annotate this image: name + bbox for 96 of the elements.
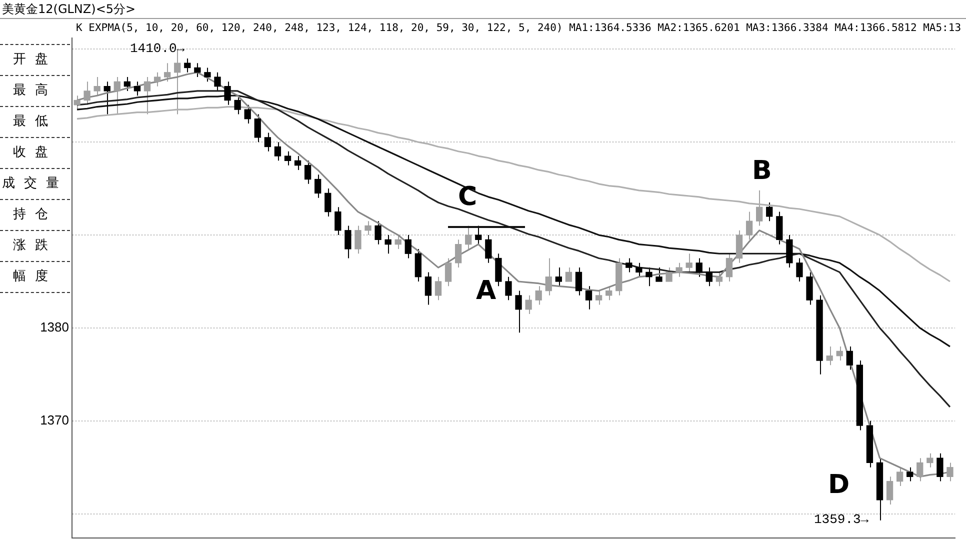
candlestick xyxy=(686,253,692,273)
candlestick xyxy=(946,462,954,482)
candlestick xyxy=(756,190,763,226)
candlestick xyxy=(374,220,382,245)
text: 收盘 xyxy=(0,138,70,169)
candlestick xyxy=(896,466,904,486)
candlestick xyxy=(575,267,582,296)
candlestick xyxy=(836,346,843,361)
candlestick xyxy=(294,156,302,170)
candlestick xyxy=(706,267,712,287)
candlestick xyxy=(404,234,412,259)
candlestick xyxy=(605,286,612,301)
candlestick xyxy=(585,286,592,310)
candlestick xyxy=(304,160,312,184)
candlestick xyxy=(886,476,894,506)
text: 涨跌 xyxy=(0,231,70,262)
annotation: 1359.3→ xyxy=(814,512,869,527)
candlestick xyxy=(274,142,282,162)
candlestick xyxy=(555,267,562,287)
candlestick xyxy=(926,452,934,468)
candlestick xyxy=(454,239,462,268)
candlestick xyxy=(134,81,141,96)
candlestick xyxy=(74,95,80,110)
candlestick xyxy=(846,346,853,370)
candlestick xyxy=(284,150,292,166)
candlestick xyxy=(184,58,191,73)
candlestick xyxy=(525,294,532,315)
candlestick xyxy=(475,225,482,245)
candlestick xyxy=(666,267,672,282)
candlestick xyxy=(394,234,402,250)
candlestick xyxy=(114,76,120,115)
text: 成交量 xyxy=(0,169,70,200)
candlestick xyxy=(414,248,422,282)
candlestick xyxy=(726,253,733,282)
candlestick xyxy=(434,276,442,301)
candlestick xyxy=(656,267,662,282)
candlestick xyxy=(676,262,682,278)
candlestick xyxy=(104,81,110,115)
candlestick xyxy=(194,62,201,78)
annotation: C xyxy=(458,182,478,212)
candlestick xyxy=(334,206,342,236)
text: K EXPMA(5, 10, 20, 60, 120, 240, 248, 123, 124, 118, 20, 59, 30, 122, 5, 240) MA1:1364.5336 MA2:1365.6201 MA3:1366.3384 MA4:1366.5812 MA5:13 xyxy=(76,22,962,34)
candlestick xyxy=(776,211,783,245)
candlestick xyxy=(826,346,833,366)
candlestick xyxy=(595,290,602,306)
candlestick xyxy=(806,272,813,306)
candlestick xyxy=(535,286,542,306)
candlestick xyxy=(796,258,803,282)
candlestick xyxy=(324,188,332,217)
text: 最高 xyxy=(0,76,70,107)
candlestick xyxy=(354,225,362,254)
annotation: A xyxy=(476,276,496,306)
candlestick xyxy=(485,234,492,264)
y-tick-label: 1370 xyxy=(40,412,69,428)
text: 持仓 xyxy=(0,200,70,231)
text: 幅度 xyxy=(0,262,70,293)
candlestick xyxy=(214,72,221,92)
annotation: B xyxy=(752,156,772,186)
candlestick xyxy=(204,67,211,82)
candlestick xyxy=(646,267,652,287)
candlestick xyxy=(264,132,271,152)
candlestick xyxy=(565,267,572,282)
candlestick xyxy=(254,114,261,143)
candlestick xyxy=(84,81,90,106)
candlestick xyxy=(224,81,231,106)
candlestick xyxy=(344,225,352,259)
candlestick xyxy=(786,234,793,268)
text: 开盘 xyxy=(0,45,70,76)
candlestick xyxy=(424,272,432,306)
candlestick xyxy=(495,253,502,287)
candlestick xyxy=(314,174,322,198)
candlestick xyxy=(234,95,241,115)
y-tick-label: 1380 xyxy=(40,320,69,335)
annotation: D xyxy=(828,470,850,500)
candlestick xyxy=(636,262,642,278)
candlestick xyxy=(164,62,171,82)
candlestick xyxy=(505,276,512,301)
candlestick xyxy=(766,202,773,222)
candlestick xyxy=(515,290,522,334)
candlestick xyxy=(244,104,251,124)
candlestick xyxy=(716,272,723,287)
candlestick xyxy=(916,458,924,482)
candlestick xyxy=(936,452,944,482)
candlestick xyxy=(545,258,552,296)
candlestick xyxy=(444,258,452,287)
candlestick xyxy=(626,258,632,273)
candlestick xyxy=(144,76,151,115)
annotation: 1410.0→ xyxy=(130,41,185,56)
candlestick xyxy=(154,72,161,87)
candlestick xyxy=(384,234,392,254)
chart-title: 美黄金12(GLNZ)<5分> xyxy=(2,1,136,18)
candlestick xyxy=(696,258,702,278)
candlestick xyxy=(94,76,100,96)
candlestick xyxy=(906,466,914,482)
candlestick xyxy=(124,76,131,92)
text: 最低 xyxy=(0,107,70,138)
